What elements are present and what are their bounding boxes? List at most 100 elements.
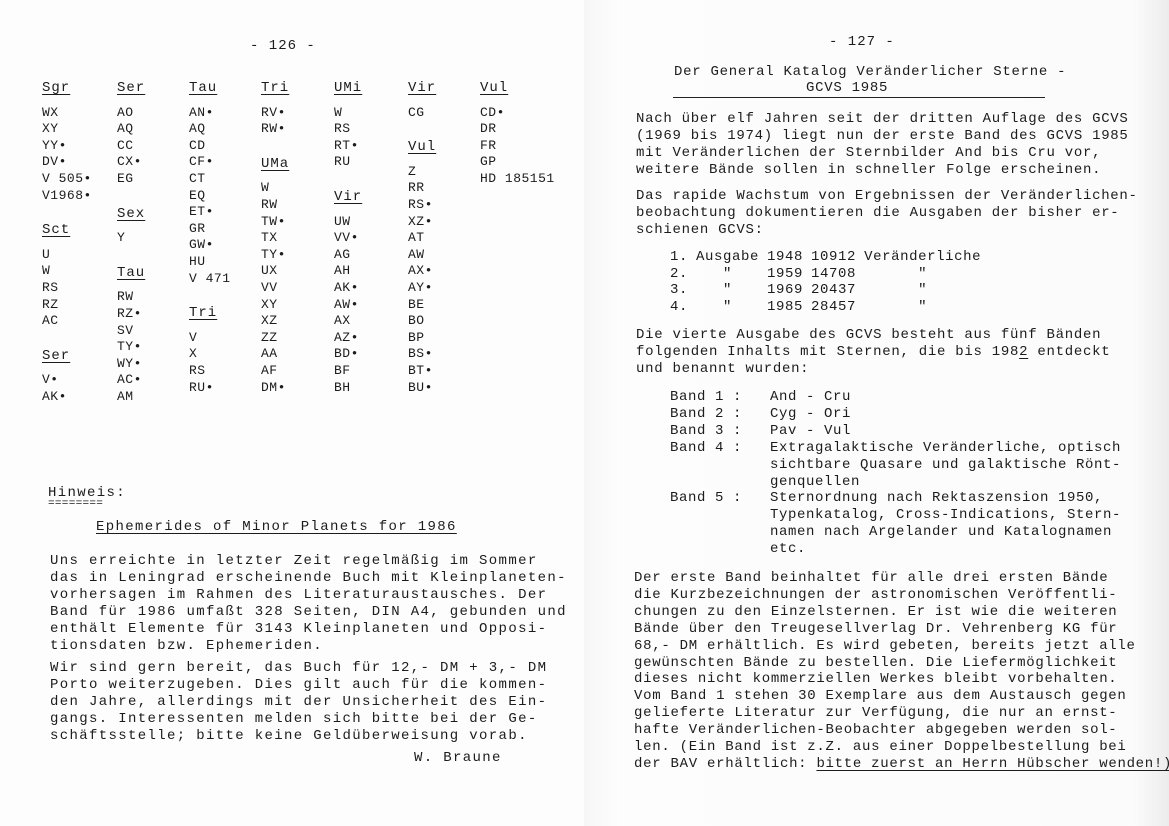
note-underline: ======== <box>48 498 104 510</box>
edition-row: 4. " 1985 28457 " <box>670 299 989 316</box>
edition-count: 10912 <box>811 249 857 265</box>
text: Die vierte Ausgabe des GCVS besteht aus … <box>636 327 1102 360</box>
star-designation: CD• <box>480 104 505 120</box>
star-designation: Y <box>117 230 126 246</box>
star-designation: GP <box>480 154 497 170</box>
constellation-header: UMi <box>334 80 363 96</box>
star-designation: W <box>334 104 343 120</box>
star-designation: BS• <box>408 346 433 362</box>
constellation-header: Vul <box>408 139 437 156</box>
page-number: - 127 - <box>829 34 895 50</box>
title-rule <box>673 97 1045 98</box>
constellation-header: Tri <box>261 80 290 96</box>
star-designation: GW• <box>189 237 214 253</box>
star-designation: WX <box>42 104 59 120</box>
constellation-group: UMa W RW TW• TX TY• UX VV XY XZ ZZ AA AF DM• <box>261 156 289 396</box>
star-column: Tau AN• AQ CD CF• CT EQ ET• GR GW• HU V 471 Tri V X RS R… <box>189 80 231 414</box>
star-designation: RW• <box>261 121 286 137</box>
constellation-group: Tri V X RS RU• <box>189 305 231 396</box>
band-content: Sternordnung nach Rektaszension 1950, Ty… <box>770 490 1122 558</box>
star-designation: V• <box>42 372 59 388</box>
band-content: Extragalaktische Veränderliche, optisch … <box>770 439 1122 490</box>
band-content: Cyg - Ori <box>770 405 852 422</box>
left-page: - 126 - Sgr WX XY YY• DV• V 505• V1968• Sct U W RS… <box>0 0 584 826</box>
band-content: And - Cru <box>770 389 852 405</box>
star-designation: DM• <box>261 379 286 395</box>
star-designation: BH <box>334 379 351 395</box>
star-designation: RS <box>189 362 206 378</box>
star-designation: BU• <box>408 379 433 395</box>
star-designation: AG <box>334 246 351 262</box>
star-designation: TY• <box>117 339 142 355</box>
star-designation: CX• <box>117 154 142 170</box>
paragraph: Nach über elf Jahren seit der dritten Au… <box>636 111 1129 178</box>
edition-row: 2. " 1959 14708 " <box>670 266 989 283</box>
star-designation: V 471 <box>189 270 231 286</box>
constellation-header: Ser <box>117 80 146 96</box>
edition-no: 1. <box>670 249 689 265</box>
constellation-group: Sex Y <box>117 206 145 247</box>
band-label: Band 5 : <box>670 490 743 507</box>
star-designation: ET• <box>189 204 214 220</box>
constellation-header: Sct <box>42 222 71 239</box>
constellation-header: Vir <box>408 80 437 96</box>
band-row: Band 1 : And - Cru <box>670 389 1121 406</box>
edition-unit: " <box>918 265 928 282</box>
star-designation: V <box>189 329 198 345</box>
star-designation: AM <box>117 388 134 404</box>
star-designation: W <box>42 263 51 279</box>
star-designation: TX <box>261 230 278 246</box>
text: Der erste Band beinhaltet für alle drei … <box>634 570 1136 772</box>
star-designation: CT <box>189 170 206 186</box>
star-designation: RU <box>334 154 351 170</box>
right-page: - 127 - Der General Katalog Veränderlich… <box>584 0 1169 826</box>
star-designation: VV• <box>334 230 359 246</box>
constellation-header: Sex <box>117 205 146 222</box>
paragraph: Wir sind gern bereit, das Buch für 12,- … <box>50 660 548 744</box>
star-designation: DR <box>480 121 497 137</box>
star-designation: Z <box>408 163 417 179</box>
article-title-line2: GCVS 1985 <box>806 80 889 96</box>
constellation-group: Vir CG <box>408 80 436 121</box>
band-label: Band 3 : <box>670 422 743 439</box>
star-designation: RV• <box>261 104 286 120</box>
star-designation: AO <box>117 104 134 120</box>
star-designation: AK• <box>42 388 67 404</box>
star-designation: AN• <box>189 104 214 120</box>
bands-table: Band 1 : And - Cru Band 2 : Cyg - Ori Band 3… <box>670 389 1121 558</box>
star-designation: FR <box>480 137 497 153</box>
star-designation: RU• <box>189 379 214 395</box>
band-row: Band 3 : Pav - Vul <box>670 423 1121 440</box>
star-designation: AC <box>42 313 59 329</box>
edition-count: 14708 <box>811 265 857 282</box>
star-designation: AW <box>408 246 425 262</box>
constellation-group: Ser AO AQ CC CX• EG <box>117 80 145 188</box>
star-column: Ser AO AQ CC CX• EG Sex Y Tau RW RZ• SV TY• WY• AC• AM <box>117 80 145 424</box>
star-column: Tri RV• RW• UMa W RW TW• TX TY• UX VV XY XZ ZZ AA AF DM• <box>261 80 289 414</box>
band-row: Band 4 : Extragalaktische Veränderliche, … <box>670 440 1121 491</box>
note-label: Hinweis: <box>48 485 127 501</box>
star-designation: BO <box>408 313 425 329</box>
signature: W. Braune <box>414 750 502 766</box>
band-label: Band 1 : <box>670 389 743 405</box>
star-designation: RW <box>117 289 134 305</box>
star-designation: RS <box>42 279 59 295</box>
star-designation: BF <box>334 362 351 378</box>
star-column: UMi W RS RT• RU Vir UW VV• AG AH AK• AW• AX AZ• BD• BF B… <box>334 80 362 414</box>
constellation-group: Tri RV• RW• <box>261 80 289 138</box>
star-designation: SV <box>117 322 134 338</box>
star-designation: WY• <box>117 355 142 371</box>
edition-unit: " <box>918 298 928 315</box>
star-designation: BD• <box>334 346 359 362</box>
star-designation: TW• <box>261 213 286 229</box>
band-label: Band 4 : <box>670 439 743 456</box>
star-designation: RZ• <box>117 305 142 321</box>
star-designation: RW <box>261 196 278 212</box>
edition-row: 1. Ausgabe 1948 10912 Veränderliche <box>670 249 989 266</box>
edition-count: 20437 <box>811 282 857 298</box>
editions-table: 1. Ausgabe 1948 10912 Veränderliche 2. " 1959 14… <box>670 249 989 315</box>
constellation-group: UMi W RS RT• RU <box>334 80 362 171</box>
constellation-group: Vul Z RR RS• XZ• AT AW AX• AY• BE BO BP BS• BT• BU• <box>408 139 436 396</box>
text: entdeckt und benannt wurden: <box>636 343 1111 377</box>
constellation-group: Vir UW VV• AG AH AK• AW• AX AZ• BD• BF BH <box>334 189 362 396</box>
